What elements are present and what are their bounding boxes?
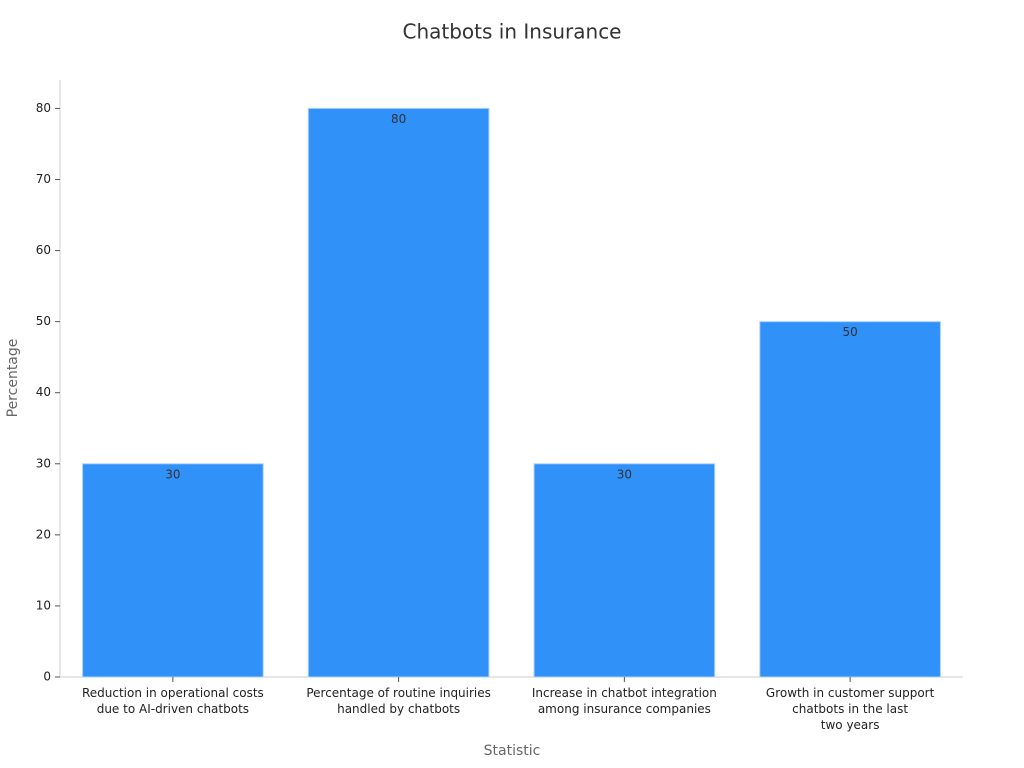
- y-axis-label: Percentage: [5, 339, 21, 418]
- y-tick-label: 80: [36, 101, 51, 115]
- bar: [82, 463, 264, 678]
- y-tick-label: 20: [36, 527, 51, 541]
- value-label: 30: [617, 467, 632, 481]
- y-tick-label: 60: [36, 243, 51, 257]
- value-label: 30: [165, 467, 180, 481]
- y-tick-label: 50: [36, 314, 51, 328]
- x-axis-label: Statistic: [484, 743, 541, 759]
- x-tick-label: Growth in customer support chatbots in th…: [766, 686, 935, 732]
- y-tick-label: 30: [36, 456, 51, 470]
- bar: [759, 321, 941, 678]
- chart-title: Chatbots in Insurance: [402, 20, 621, 44]
- value-label: 80: [391, 112, 406, 126]
- x-tick-label: Increase in chatbot integration among ins…: [532, 686, 717, 716]
- x-tick-label: Reduction in operational costs due to AI-…: [82, 686, 264, 716]
- x-tick-label: Percentage of routine inquiries handled b…: [306, 686, 491, 716]
- y-tick-label: 0: [43, 670, 51, 684]
- y-tick-label: 10: [36, 598, 51, 612]
- bar: [307, 107, 490, 678]
- bar: [533, 463, 716, 678]
- y-tick-label: 70: [36, 172, 51, 186]
- value-label: 50: [842, 325, 857, 339]
- y-tick-label: 40: [36, 385, 51, 399]
